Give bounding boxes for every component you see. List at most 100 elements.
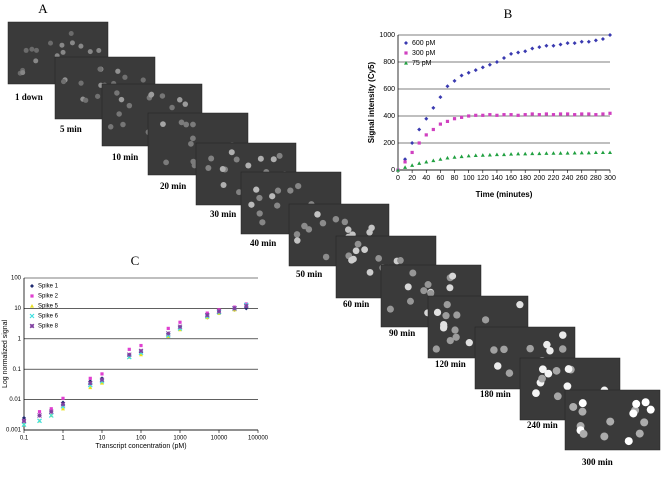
array-spot: [553, 392, 562, 401]
array-spot: [78, 80, 84, 86]
array-spot: [287, 187, 294, 194]
data-point: [403, 157, 408, 162]
array-spot: [118, 96, 125, 103]
x-axis-label: Transcript concentration (pM): [95, 443, 186, 450]
array-spot: [314, 211, 321, 218]
data-point: [473, 153, 478, 158]
x-tick-label: 160: [505, 175, 517, 182]
array-spot: [632, 399, 641, 408]
array-spot: [404, 283, 412, 291]
array-spot: [148, 92, 154, 98]
data-point: [551, 113, 556, 117]
data-point: [100, 381, 104, 385]
data-point: [509, 113, 513, 117]
data-point: [216, 308, 222, 314]
legend-label: 600 pM: [412, 40, 436, 47]
data-point: [205, 315, 210, 320]
data-point: [139, 343, 143, 348]
array-spot: [624, 437, 633, 446]
data-point: [438, 157, 443, 161]
array-spot: [500, 345, 508, 354]
x-tick-label: 180: [519, 175, 531, 182]
x-tick-label: 60: [437, 175, 445, 182]
image-caption: 60 min: [343, 299, 369, 309]
array-spot: [208, 155, 215, 162]
array-spot: [140, 77, 146, 83]
x-tick-label: 260: [576, 175, 588, 182]
data-point: [126, 352, 132, 358]
array-spot: [87, 49, 93, 55]
array-spot: [96, 48, 102, 54]
data-point: [139, 352, 143, 357]
data-point: [452, 155, 457, 159]
image-caption: 10 min: [112, 152, 138, 162]
data-point: [417, 141, 421, 145]
array-spot: [564, 365, 573, 373]
data-point: [509, 152, 514, 156]
array-spot: [558, 345, 567, 353]
x-tick-label: 80: [451, 175, 459, 182]
array-spot: [579, 429, 588, 438]
panel-label: A: [38, 1, 48, 16]
data-point: [204, 312, 210, 318]
array-spot: [248, 201, 255, 208]
x-tick-label: 100: [136, 436, 147, 442]
data-point: [403, 165, 408, 169]
y-tick-label: 100: [11, 276, 22, 282]
data-point: [431, 127, 435, 132]
data-point: [530, 151, 535, 156]
data-point: [138, 348, 144, 354]
array-spot: [107, 124, 114, 130]
data-point: [178, 327, 182, 332]
data-point: [593, 38, 598, 43]
legend-label: Spike 2: [38, 294, 59, 300]
x-tick-label: 120: [477, 175, 489, 182]
y-tick-label: 400: [383, 113, 395, 120]
array-spot: [600, 432, 609, 441]
image-caption: 300 min: [582, 457, 613, 467]
array-spot: [368, 224, 375, 232]
array-spot: [177, 97, 183, 103]
array-spot: [69, 40, 75, 46]
data-point: [593, 150, 598, 155]
y-tick-label: 1000: [379, 32, 395, 39]
image-caption: 120 min: [435, 359, 466, 369]
array-spot: [526, 344, 534, 353]
array-spot: [481, 316, 490, 324]
legend-marker: [30, 284, 34, 288]
array-spot: [294, 237, 301, 244]
array-spot: [257, 155, 264, 162]
y-tick-label: 0.1: [13, 367, 22, 373]
x-tick-label: 0: [396, 175, 400, 182]
array-spot: [116, 111, 122, 117]
y-tick-label: 1: [18, 336, 22, 342]
data-point: [166, 326, 170, 330]
array-spot: [256, 210, 263, 217]
array-spot: [552, 366, 561, 375]
data-point: [37, 410, 42, 414]
array-spot: [629, 409, 638, 418]
data-point: [572, 150, 577, 155]
data-point: [572, 41, 577, 46]
legend-label: Spike 5: [38, 304, 59, 310]
data-point: [509, 51, 514, 56]
data-point: [502, 152, 506, 157]
array-spot: [322, 253, 330, 261]
array-spot: [449, 272, 457, 280]
array-spot: [516, 301, 524, 309]
array-spot: [219, 165, 226, 172]
x-tick-label: 300: [604, 175, 616, 182]
image-caption: 1 down: [15, 92, 43, 102]
x-tick-label: 10: [99, 436, 106, 442]
y-tick-label: 600: [383, 86, 395, 93]
data-point: [410, 163, 415, 167]
data-point: [431, 158, 436, 163]
data-point: [232, 306, 237, 311]
data-point: [608, 111, 612, 115]
data-point: [594, 113, 598, 117]
data-point: [494, 152, 499, 157]
data-point: [580, 112, 584, 116]
legend-label: Spike 8: [38, 324, 59, 330]
array-spot: [163, 159, 169, 166]
array-spot: [350, 255, 357, 263]
